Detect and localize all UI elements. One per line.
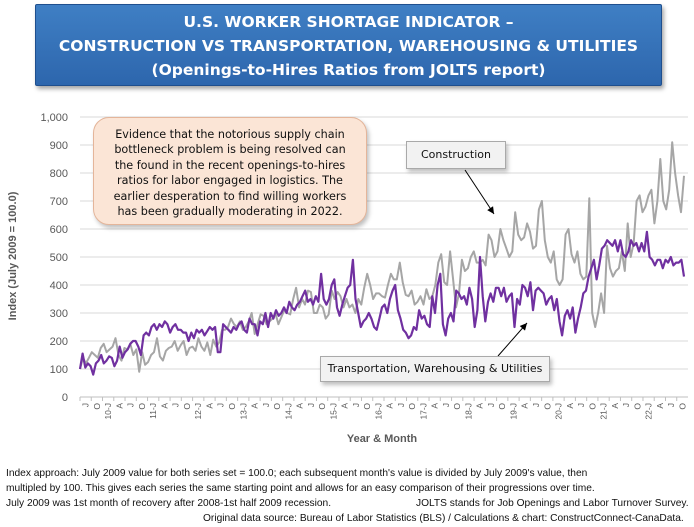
x-tick-label: A (475, 403, 485, 409)
footnote-line-1: Index approach: July 2009 value for both… (6, 468, 588, 479)
construction-label-text: Construction (420, 148, 492, 161)
construction-series-label: Construction (406, 141, 506, 169)
x-tick-label: O (137, 403, 147, 410)
x-tick-label: J (396, 403, 406, 407)
x-tick-label: A (114, 403, 124, 409)
chart-title-line-1: U.S. WORKER SHORTAGE INDICATOR – (183, 13, 514, 31)
x-tick-label: 14-J (283, 403, 293, 420)
x-tick-label: J (486, 403, 496, 407)
x-tick-label: O (632, 403, 642, 410)
x-tick-label: O (497, 403, 507, 410)
x-tick-label: O (182, 403, 192, 410)
x-tick-label: 15-J (328, 403, 338, 420)
x-tick-label: A (340, 403, 350, 409)
chart-subtitle: (Openings-to-Hires Ratios from JOLTS rep… (151, 61, 546, 79)
x-tick-label: J (81, 403, 91, 407)
y-tick-label: 800 (50, 168, 68, 180)
x-tick-label: A (250, 403, 260, 409)
y-axis-tick-labels: 0 100 200 300 400 500 600 700 800 900 1,000 (40, 112, 68, 404)
x-tick-label: O (227, 403, 237, 410)
evidence-callout: Evidence that the notorious supply chain… (93, 117, 367, 225)
construction-pointer-arrow (464, 169, 495, 215)
x-tick-label: 12-J (193, 403, 203, 420)
x-tick-label: 18-J (463, 403, 473, 420)
x-tick-label: A (159, 403, 169, 409)
x-tick-label: 20-J (554, 403, 564, 420)
x-tick-label: A (610, 403, 620, 409)
footnote-line-5: Original data source: Bureau of Labor St… (203, 513, 684, 524)
evidence-callout-text: Evidence that the notorious supply chain… (113, 128, 347, 219)
x-tick-label: J (261, 403, 271, 407)
chart-title-banner: U.S. WORKER SHORTAGE INDICATOR – CONSTRU… (35, 4, 662, 86)
y-axis-label: Index (July 2009 = 100.0) (7, 191, 19, 320)
footnote-line-4: JOLTS stands for Job Openings and Labor … (416, 498, 689, 509)
axes (79, 396, 688, 401)
x-tick-label: J (621, 403, 631, 407)
x-tick-label: 22-J (644, 403, 654, 420)
x-tick-label: 17-J (418, 403, 428, 420)
x-tick-label: A (565, 403, 575, 409)
y-tick-label: 400 (50, 280, 68, 292)
x-tick-label: O (452, 403, 462, 410)
x-tick-label: 16-J (373, 403, 383, 420)
annotation-pointers (464, 169, 528, 357)
x-tick-label: O (272, 403, 282, 410)
x-tick-label: 13-J (238, 403, 248, 420)
x-tick-label: O (587, 403, 597, 410)
x-tick-label: A (295, 403, 305, 409)
x-axis-tick-labels: J O 10-J A J O 11-J A J O 12-J A J O 13-J A J O 14-J A J O 15-… (81, 403, 688, 420)
transportation-pointer-arrow-head (519, 323, 527, 331)
x-tick-label: 11-J (148, 403, 158, 419)
y-tick-label: 100 (50, 364, 68, 376)
transportation-series-line (78, 230, 686, 376)
x-tick-label: J (171, 403, 181, 407)
x-tick-label: J (666, 403, 676, 407)
y-tick-label: 600 (50, 224, 68, 236)
transportation-pointer-arrow (497, 322, 528, 357)
footnote-line-2: multipled by 100. This gives each series… (6, 483, 595, 494)
footnote-line-3: July 2009 was 1st month of recovery afte… (6, 498, 332, 509)
x-tick-label: J (531, 403, 541, 407)
x-tick-label: O (542, 403, 552, 410)
y-tick-label: 900 (50, 140, 68, 152)
x-tick-label: J (306, 403, 316, 407)
construction-series-line (79, 141, 685, 373)
x-tick-label: A (520, 403, 530, 409)
x-tick-label: A (204, 403, 214, 409)
y-tick-label: 500 (50, 252, 68, 264)
x-tick-label: O (407, 403, 417, 410)
y-tick-label: 200 (50, 336, 68, 348)
transportation-series-label: Transportation, Warehousing & Utilities (320, 356, 550, 382)
x-tick-label: A (430, 403, 440, 409)
y-tick-label: 300 (50, 308, 68, 320)
x-tick-label: A (655, 403, 665, 409)
x-tick-label: 10-J (103, 403, 113, 420)
y-tick-label: 1,000 (40, 112, 68, 124)
y-tick-label: 0 (62, 392, 68, 404)
x-tick-label: J (126, 403, 136, 407)
x-tick-label: J (351, 403, 361, 407)
chart-title-line-2: CONSTRUCTION VS TRANSPORTATION, WAREHOUS… (58, 37, 639, 55)
x-tick-label: O (92, 403, 102, 410)
x-tick-label: 21-J (599, 403, 609, 420)
x-tick-label: J (441, 403, 451, 407)
x-tick-label: 19-J (508, 403, 518, 420)
transportation-label-text: Transportation, Warehousing & Utilities (327, 362, 543, 375)
x-axis-label: Year & Month (347, 433, 418, 445)
x-tick-label: O (362, 403, 372, 410)
x-tick-label: O (677, 403, 687, 410)
x-tick-label: J (216, 403, 226, 407)
y-tick-label: 700 (50, 196, 68, 208)
x-tick-label: O (317, 403, 327, 410)
x-tick-label: J (576, 403, 586, 407)
construction-pointer-arrow-head (487, 206, 494, 214)
x-tick-label: A (385, 403, 395, 409)
series-lines (78, 141, 686, 376)
